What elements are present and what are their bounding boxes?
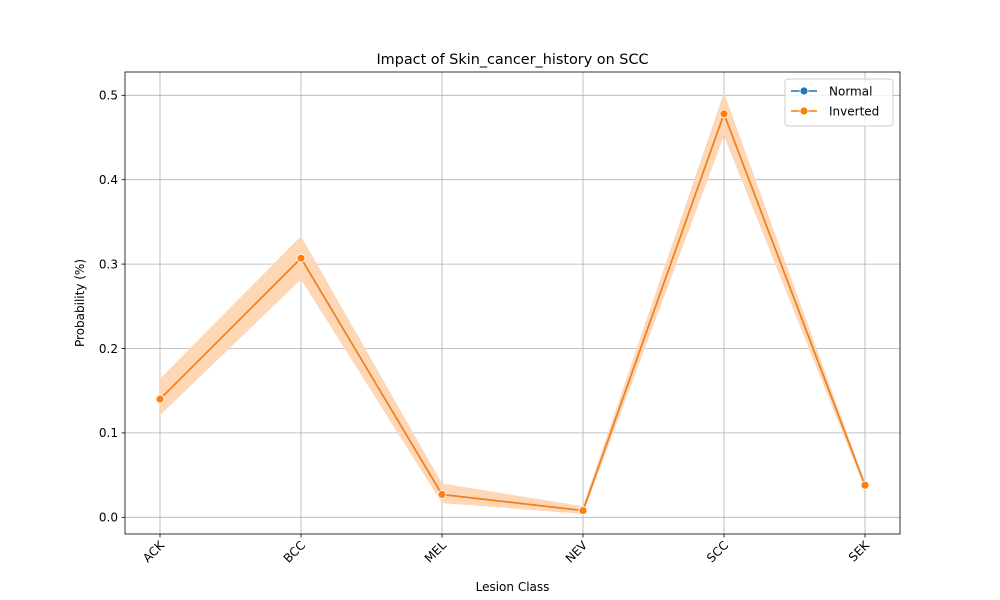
data-point-inverted: [155, 394, 165, 404]
y-tick-label: 0.3: [99, 257, 118, 271]
data-point-inverted: [437, 490, 447, 499]
y-axis-label: Probability (%): [73, 259, 87, 347]
legend-marker-inverted: [799, 106, 809, 116]
ci-band-inverted: [160, 92, 865, 514]
y-tick-label: 0.4: [99, 173, 118, 187]
y-tick-label: 0.2: [99, 342, 118, 356]
legend-label-normal: Normal: [829, 84, 872, 98]
legend-marker-normal: [799, 86, 809, 96]
chart-title: Impact of Skin_cancer_history on SCC: [376, 52, 648, 68]
y-tick-label: 0.5: [99, 89, 118, 103]
legend: Normal Inverted: [784, 78, 894, 127]
data-point-inverted: [296, 253, 306, 263]
x-axis-label: Lesion Class: [476, 580, 550, 594]
series-lines: [159, 113, 866, 512]
legend-label-inverted: Inverted: [829, 104, 879, 118]
confidence-bands: [160, 92, 865, 514]
plot-frame: [124, 71, 901, 535]
grid: [125, 72, 900, 534]
series-line-inverted: [159, 113, 866, 512]
series-markers: [155, 109, 870, 515]
data-point-inverted: [860, 480, 870, 490]
y-axis: 0.0 0.1 0.2 0.3 0.4 0.5: [99, 89, 125, 525]
y-tick-label: 0.1: [99, 426, 118, 440]
data-point-inverted: [578, 506, 588, 515]
data-point-inverted: [719, 109, 729, 119]
y-tick-label: 0.0: [99, 511, 118, 525]
